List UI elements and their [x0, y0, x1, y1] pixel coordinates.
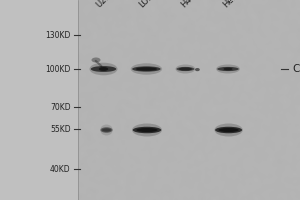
Ellipse shape	[136, 128, 158, 132]
Ellipse shape	[132, 123, 162, 136]
Ellipse shape	[100, 127, 112, 133]
Text: 55KD: 55KD	[50, 124, 70, 134]
Text: 130KD: 130KD	[45, 30, 70, 40]
Ellipse shape	[216, 64, 240, 73]
Text: 70KD: 70KD	[50, 102, 70, 112]
Ellipse shape	[136, 67, 157, 71]
Text: 40KD: 40KD	[50, 164, 70, 173]
Ellipse shape	[99, 67, 108, 71]
Ellipse shape	[176, 67, 194, 71]
Ellipse shape	[131, 63, 162, 75]
Text: CHM: CHM	[292, 64, 300, 74]
Ellipse shape	[218, 128, 239, 132]
Bar	[78, 0, 300, 200]
Ellipse shape	[215, 127, 242, 133]
Text: U251: U251	[94, 0, 116, 9]
Text: 100KD: 100KD	[45, 64, 70, 73]
Ellipse shape	[217, 67, 239, 71]
Ellipse shape	[89, 63, 118, 75]
Ellipse shape	[132, 66, 161, 72]
Ellipse shape	[100, 125, 113, 135]
Ellipse shape	[176, 64, 195, 73]
Ellipse shape	[179, 67, 192, 71]
Text: HeLa: HeLa	[222, 0, 243, 9]
Circle shape	[195, 68, 200, 71]
Ellipse shape	[224, 68, 232, 70]
Ellipse shape	[92, 58, 100, 62]
Ellipse shape	[133, 127, 161, 133]
Text: LO2: LO2	[138, 0, 155, 9]
Ellipse shape	[214, 123, 243, 136]
Ellipse shape	[91, 66, 116, 72]
Text: H460: H460	[180, 0, 202, 9]
Ellipse shape	[102, 128, 111, 132]
